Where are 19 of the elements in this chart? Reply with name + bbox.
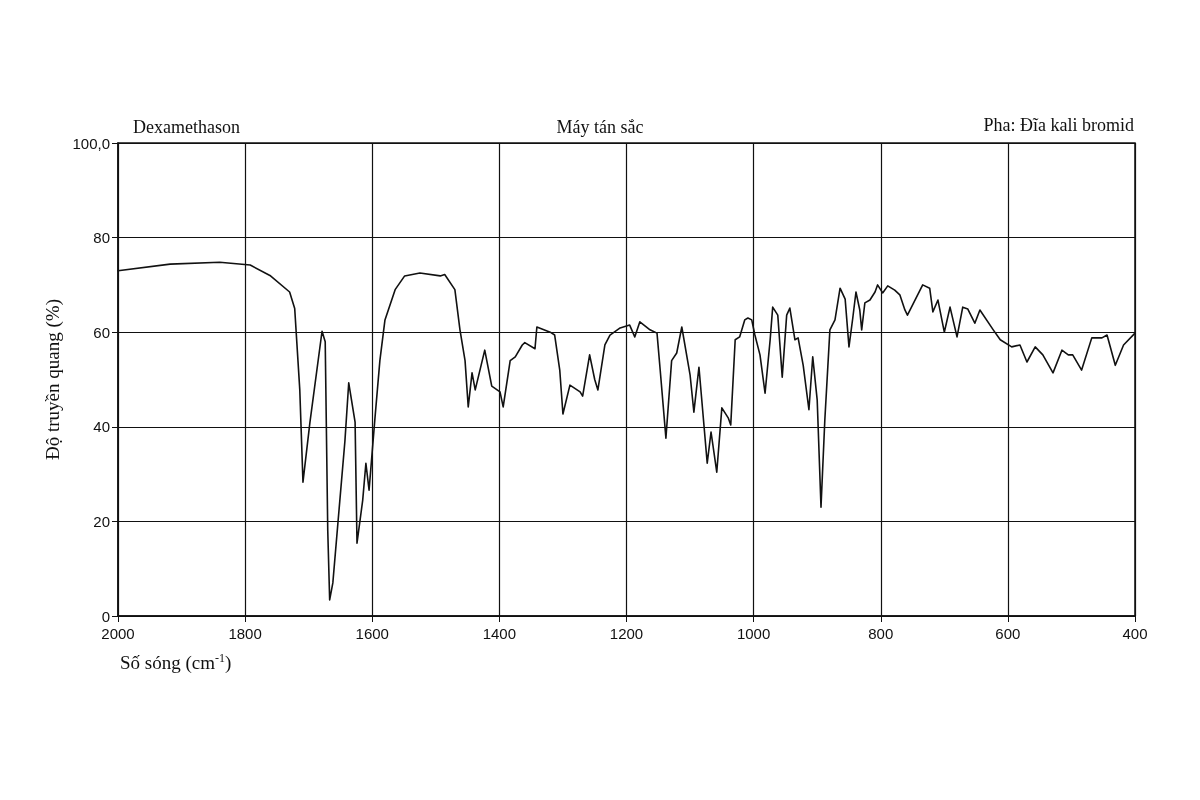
x-tick-label: 800 bbox=[868, 625, 894, 642]
x-tick-label: 600 bbox=[995, 625, 1021, 642]
y-tick-label: 20 bbox=[93, 512, 110, 530]
chart-subtitle: Máy tán sắc bbox=[556, 117, 644, 137]
x-tick-label: 1200 bbox=[609, 625, 644, 642]
y-tick-label: 100,0 bbox=[72, 134, 110, 152]
chart-title: Dexamethason bbox=[133, 117, 240, 137]
x-tick-label: 400 bbox=[1122, 625, 1148, 642]
x-tick-label: 1000 bbox=[736, 625, 771, 642]
x-tick-label: 2000 bbox=[101, 625, 135, 642]
y-tick-label: 80 bbox=[93, 229, 110, 247]
y-axis-title: Độ truyền quang (%) bbox=[41, 299, 64, 460]
y-tick-label: 60 bbox=[93, 323, 110, 341]
y-tick-label: 0 bbox=[101, 607, 110, 625]
x-tick-label: 1600 bbox=[355, 625, 389, 642]
x-tick-label: 1400 bbox=[482, 625, 517, 642]
x-tick-label: 1800 bbox=[228, 625, 262, 642]
text: Pha: Đĩa kali bromid bbox=[983, 115, 1135, 135]
y-tick-label: 40 bbox=[93, 418, 110, 436]
